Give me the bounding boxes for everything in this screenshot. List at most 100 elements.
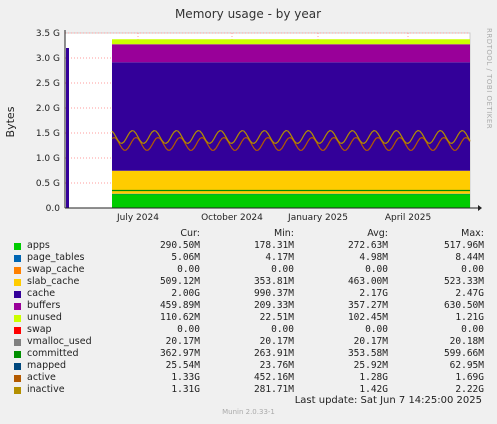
x-tick-label: April 2025 (385, 213, 431, 223)
line-active (111, 136, 471, 151)
y-ticks: 0.0 0.5 G 1.0 G 1.5 G 2.0 G 2.5 G 3.0 G 3.5 G (36, 29, 60, 214)
munin-version: Munin 2.0.33-1 (222, 408, 275, 416)
legend-swatch (14, 363, 21, 370)
legend-row-page_tables: page_tables 5.06M 4.17M 4.98M 8.44M (0, 252, 497, 264)
legend-cur: 2.00G (171, 288, 200, 299)
memory-chart: Memory usage - by year Bytes RRDTOOL / T… (4, 7, 493, 223)
legend-min: 353.81M (253, 276, 294, 287)
y-tick-label: 2.0 G (36, 104, 60, 114)
area-buffers (112, 44, 470, 63)
y-tick-label: 3.0 G (36, 54, 60, 64)
legend-label: inactive (27, 384, 65, 395)
line-inactive (111, 129, 471, 145)
header-max: Max: (461, 228, 484, 239)
x-ticks: July 2024 October 2024 January 2025 April 2… (116, 213, 431, 223)
legend-avg: 4.98M (359, 252, 388, 263)
legend-avg: 272.63M (347, 240, 388, 251)
legend-avg: 0.00 (365, 264, 388, 275)
area-unused (112, 39, 470, 45)
legend-min: 4.17M (265, 252, 294, 263)
legend-label: apps (27, 240, 50, 251)
legend-swatch (14, 339, 21, 346)
legend-avg: 357.27M (347, 300, 388, 311)
legend-cur: 1.33G (171, 372, 200, 383)
legend-swatch (14, 279, 21, 286)
y-tick-label: 0.5 G (36, 179, 60, 189)
legend-max: 517.96M (443, 240, 484, 251)
legend-max: 8.44M (455, 252, 484, 263)
legend-avg: 102.45M (347, 312, 388, 323)
legend-label: active (27, 372, 56, 383)
legend-label: committed (27, 348, 79, 359)
y-tick-label: 3.5 G (36, 29, 60, 39)
legend-swatch (14, 255, 21, 262)
last-update: Last update: Sat Jun 7 14:25:00 2025 (294, 395, 482, 406)
chart-title: Memory usage - by year (175, 7, 321, 21)
legend: Cur: Min: Avg: Max: apps 290.50M 178.31M 27… (0, 228, 497, 396)
legend-row-vmalloc_used: vmalloc_used 20.17M 20.17M 20.17M 20.18M (0, 336, 497, 348)
legend-cur: 20.17M (165, 336, 200, 347)
legend-label: unused (27, 312, 62, 323)
legend-min: 0.00 (271, 264, 294, 275)
legend-min: 0.00 (271, 324, 294, 335)
legend-max: 599.66M (443, 348, 484, 359)
header-min: Min: (273, 228, 294, 239)
legend-row-swap: swap 0.00 0.00 0.00 0.00 (0, 324, 497, 336)
x-tick-label: January 2025 (287, 213, 348, 223)
legend-label: slab_cache (27, 276, 80, 287)
legend-label: swap_cache (27, 264, 85, 275)
legend-swatch (14, 351, 21, 358)
area-early-segment (66, 48, 69, 208)
legend-row-inactive: inactive 1.31G 281.71M 1.42G 2.22G (0, 384, 497, 396)
legend-min: 178.31M (253, 240, 294, 251)
legend-swatch (14, 327, 21, 334)
legend-max: 0.00 (461, 324, 484, 335)
legend-cur: 509.12M (159, 276, 200, 287)
rrdtool-credit: RRDTOOL / TOBI OETIKER (485, 28, 493, 129)
legend-cur: 0.00 (177, 264, 200, 275)
legend-min: 263.91M (253, 348, 294, 359)
legend-max: 62.95M (449, 360, 484, 371)
legend-avg: 1.28G (359, 372, 388, 383)
legend-avg: 353.58M (347, 348, 388, 359)
legend-max: 2.22G (455, 384, 484, 395)
line-series (111, 129, 471, 192)
legend-swatch (14, 303, 21, 310)
legend-avg: 2.17G (359, 288, 388, 299)
legend-max: 523.33M (443, 276, 484, 287)
legend-min: 281.71M (253, 384, 294, 395)
y-tick-label: 1.5 G (36, 129, 60, 139)
legend-avg: 0.00 (365, 324, 388, 335)
area-apps (112, 194, 470, 208)
header-cur: Cur: (180, 228, 200, 239)
legend-min: 209.33M (253, 300, 294, 311)
legend-max: 0.00 (461, 264, 484, 275)
legend-max: 1.21G (455, 312, 484, 323)
legend-label: buffers (27, 300, 61, 311)
legend-row-mapped: mapped 25.54M 23.76M 25.92M 62.95M (0, 360, 497, 372)
legend-label: vmalloc_used (27, 336, 92, 347)
legend-label: cache (27, 288, 56, 299)
y-tick-label: 1.0 G (36, 154, 60, 164)
legend-swatch (14, 291, 21, 298)
legend-header: Cur: Min: Avg: Max: (0, 228, 497, 240)
legend-row-apps: apps 290.50M 178.31M 272.63M 517.96M (0, 240, 497, 252)
legend-min: 22.51M (259, 312, 294, 323)
legend-cur: 362.97M (159, 348, 200, 359)
area-slab_cache (112, 170, 470, 194)
legend-row-slab_cache: slab_cache 509.12M 353.81M 463.00M 523.33M (0, 276, 497, 288)
legend-swatch (14, 315, 21, 322)
legend-cur: 459.89M (159, 300, 200, 311)
legend-max: 630.50M (443, 300, 484, 311)
area-page_tables (112, 193, 470, 195)
legend-swatch (14, 243, 21, 250)
legend-avg: 463.00M (347, 276, 388, 287)
legend-min: 23.76M (259, 360, 294, 371)
legend-row-active: active 1.33G 452.16M 1.28G 1.69G (0, 372, 497, 384)
legend-row-swap_cache: swap_cache 0.00 0.00 0.00 0.00 (0, 264, 497, 276)
legend-avg: 20.17M (353, 336, 388, 347)
legend-label: mapped (27, 360, 67, 371)
x-tick-label: October 2024 (201, 213, 263, 223)
legend-row-unused: unused 110.62M 22.51M 102.45M 1.21G (0, 312, 497, 324)
legend-row-committed: committed 362.97M 263.91M 353.58M 599.66M (0, 348, 497, 360)
